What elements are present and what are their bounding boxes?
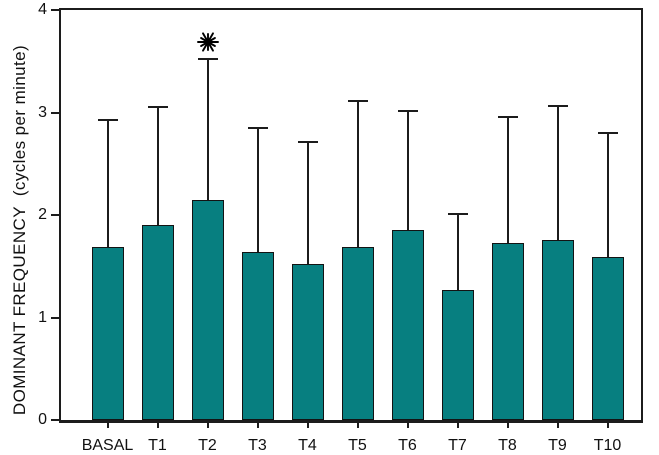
y-axis-tick-label: 2: [38, 206, 47, 223]
bar-T8: [491, 242, 524, 420]
x-axis-tick-T9: [556, 421, 559, 428]
error-bar-T2: [206, 59, 209, 200]
bar-BASAL: [91, 246, 124, 420]
x-axis-tick-T6: [406, 421, 409, 428]
x-axis-tick-T8: [506, 421, 509, 428]
error-bar-cap-T5: [347, 100, 368, 103]
error-bar-T5: [356, 101, 359, 247]
y-axis-tick: [51, 419, 59, 421]
error-bar-cap-T9: [547, 105, 568, 108]
x-axis-tick-label-T10: T10: [593, 437, 622, 454]
error-bar-T10: [606, 133, 609, 258]
error-bar-T9: [556, 106, 559, 240]
bar-T9: [541, 239, 574, 420]
bar-T6: [391, 230, 424, 420]
y-axis-tick-label: 3: [38, 103, 47, 121]
bar-T7: [441, 289, 474, 420]
error-bar-cap-BASAL: [97, 118, 118, 121]
x-axis-tick-label-BASAL: BASAL: [81, 437, 134, 454]
y-axis-tick: [51, 316, 59, 319]
error-bar-T8: [506, 116, 509, 243]
bar-T1: [141, 225, 174, 420]
x-axis-tick-T3: [256, 421, 259, 428]
error-bar-cap-T1: [147, 106, 168, 109]
bar-T10: [591, 257, 624, 420]
x-axis-tick-label-T5: T5: [348, 437, 367, 454]
x-axis-tick-label-T4: T4: [298, 437, 317, 454]
error-bar-cap-T4: [297, 141, 318, 144]
x-axis-tick-label-T3: T3: [248, 437, 267, 454]
x-axis-tick-T10: [606, 421, 609, 428]
error-bar-T3: [256, 127, 259, 252]
error-bar-cap-T6: [397, 110, 418, 113]
error-bar-cap-T7: [447, 212, 468, 215]
error-bar-T1: [156, 107, 159, 226]
error-bar-cap-T10: [597, 132, 618, 134]
y-axis-tick-label: 4: [38, 1, 47, 18]
bar-T4: [291, 264, 324, 420]
error-bar-T4: [306, 142, 309, 265]
x-axis-tick-T2: [206, 421, 209, 428]
y-axis-tick: [51, 111, 59, 114]
error-bar-cap-T2: [197, 58, 218, 61]
error-bar-T7: [456, 213, 459, 290]
x-axis-tick-T1: [156, 421, 159, 428]
x-axis-tick-label-T2: T2: [198, 437, 217, 454]
x-axis-tick-BASAL: [106, 421, 109, 428]
y-axis-tick-label: 1: [38, 308, 47, 326]
error-bar-BASAL: [106, 119, 109, 247]
y-axis-title: DOMINANT FREQUENCY (cycles per minute): [10, 44, 29, 416]
significance-asterisk-icon: [196, 31, 219, 53]
x-axis-tick-label-T1: T1: [148, 437, 167, 454]
x-axis-tick-T5: [356, 421, 359, 428]
x-axis-tick-T4: [306, 421, 309, 428]
error-bar-cap-T3: [247, 126, 268, 129]
x-axis-tick-label-T6: T6: [398, 437, 417, 454]
plot-area: 0 1 2 3 4 BASAL T1 T2 T3 T4 T5 T6 T7 T8 T9 T10: [38, 1, 643, 454]
y-axis-tick: [51, 9, 59, 11]
bar-T2: [191, 199, 224, 420]
bar-T3: [241, 251, 274, 420]
error-bar-cap-T8: [497, 115, 518, 118]
y-axis-tick-label: 0: [38, 411, 47, 428]
x-axis-tick-T7: [456, 421, 459, 428]
bar-T5: [341, 246, 374, 420]
error-bar-T6: [406, 111, 409, 231]
x-axis-tick-label-T7: T7: [448, 437, 467, 454]
x-axis-tick-label-T9: T9: [548, 437, 567, 454]
x-axis-tick-label-T8: T8: [498, 437, 517, 454]
y-axis-tick: [51, 214, 59, 216]
